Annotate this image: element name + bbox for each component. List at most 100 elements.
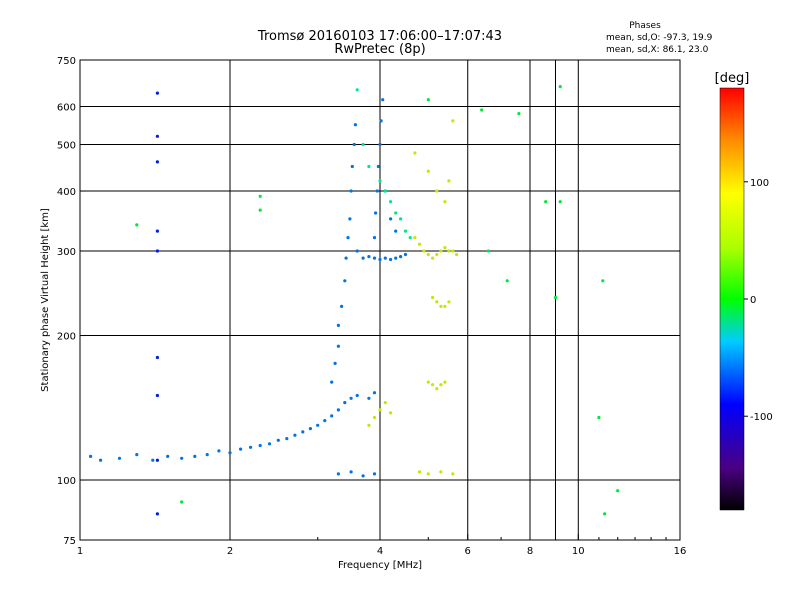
data-point	[336, 408, 340, 412]
data-point	[355, 393, 359, 398]
data-point	[426, 98, 430, 102]
data-point	[258, 208, 262, 212]
data-point	[117, 456, 122, 460]
data-point	[455, 252, 459, 257]
data-point	[422, 249, 426, 253]
data-point	[349, 396, 353, 400]
data-point	[205, 453, 209, 457]
data-point	[413, 236, 417, 240]
data-point	[372, 415, 377, 420]
y-tick-label: 100	[57, 476, 76, 487]
data-point	[239, 447, 243, 451]
x-tick-label: 1	[77, 546, 83, 557]
data-point	[316, 423, 320, 427]
data-point	[151, 458, 155, 462]
data-point	[417, 242, 422, 246]
colorbar-tick-label: 100	[750, 178, 769, 189]
data-point	[349, 189, 353, 193]
data-point	[350, 164, 354, 169]
data-point	[276, 438, 280, 442]
data-point	[361, 142, 365, 147]
data-point	[155, 393, 159, 398]
data-point	[435, 189, 439, 193]
data-point	[439, 470, 443, 474]
data-point	[155, 355, 159, 360]
data-points	[89, 85, 620, 516]
data-point	[408, 236, 412, 240]
data-point	[517, 112, 521, 116]
data-point	[431, 383, 435, 387]
data-point	[394, 256, 398, 260]
y-tick-label: 600	[57, 103, 76, 114]
data-point	[403, 229, 408, 233]
data-point	[374, 211, 378, 215]
data-point	[333, 361, 337, 365]
data-point	[228, 451, 232, 455]
data-point	[249, 445, 253, 449]
data-point	[367, 423, 371, 427]
data-point	[447, 300, 451, 304]
phases-heading: Phases	[629, 21, 661, 31]
data-point	[597, 415, 601, 420]
y-tick-label: 500	[57, 141, 76, 152]
data-point	[346, 236, 350, 240]
colorbar-label: [deg]	[715, 71, 750, 86]
data-point	[135, 453, 139, 457]
data-point	[355, 249, 359, 253]
data-point	[378, 179, 382, 183]
data-point	[378, 257, 382, 262]
data-point	[361, 256, 365, 260]
x-tick-label: 8	[527, 546, 533, 557]
data-point	[443, 304, 447, 308]
data-point	[389, 200, 393, 204]
data-point	[372, 236, 377, 240]
data-point	[135, 223, 139, 227]
data-point	[603, 512, 607, 516]
data-point	[383, 256, 387, 260]
data-point	[336, 344, 340, 348]
data-point	[389, 411, 393, 415]
data-point	[166, 454, 170, 458]
data-point	[155, 160, 159, 164]
data-point	[372, 256, 377, 260]
colorbar-tick-label: 0	[750, 295, 756, 306]
tick-layer: 1 2 4 6 8 10 16 75 100 200 300 400 500 600 750	[57, 56, 686, 557]
data-point	[389, 257, 393, 262]
data-point	[443, 200, 447, 204]
data-point	[486, 249, 490, 253]
data-point	[399, 217, 403, 221]
data-point	[308, 427, 312, 431]
data-point	[99, 458, 103, 462]
data-point	[426, 252, 430, 257]
data-point	[403, 252, 408, 257]
data-point	[372, 391, 377, 395]
data-point	[431, 256, 435, 260]
data-point	[435, 252, 439, 257]
data-point	[439, 249, 443, 253]
data-point	[349, 470, 353, 474]
chart-subtitle: RwPretec (8p)	[334, 42, 425, 57]
y-tick-label: 200	[57, 332, 76, 343]
x-axis-label: Frequency [MHz]	[338, 560, 422, 571]
data-point	[323, 419, 327, 423]
phases-line-x: mean, sd,X: 86.1, 23.0	[606, 45, 709, 55]
data-point	[431, 295, 435, 300]
colorbar-ticks: 100 0 -100	[744, 178, 773, 423]
data-point	[443, 246, 447, 250]
data-point	[267, 442, 272, 446]
data-point	[381, 98, 385, 102]
data-point	[443, 380, 447, 384]
data-point	[447, 249, 451, 253]
data-point	[426, 169, 430, 173]
data-point	[439, 304, 443, 308]
data-point	[451, 472, 455, 476]
data-point	[258, 443, 262, 448]
colorbar	[719, 87, 745, 511]
data-point	[389, 217, 393, 221]
data-point	[330, 414, 334, 418]
data-point	[372, 472, 377, 476]
data-point	[155, 91, 159, 95]
x-tick-label: 10	[572, 546, 585, 557]
data-point	[258, 194, 262, 198]
